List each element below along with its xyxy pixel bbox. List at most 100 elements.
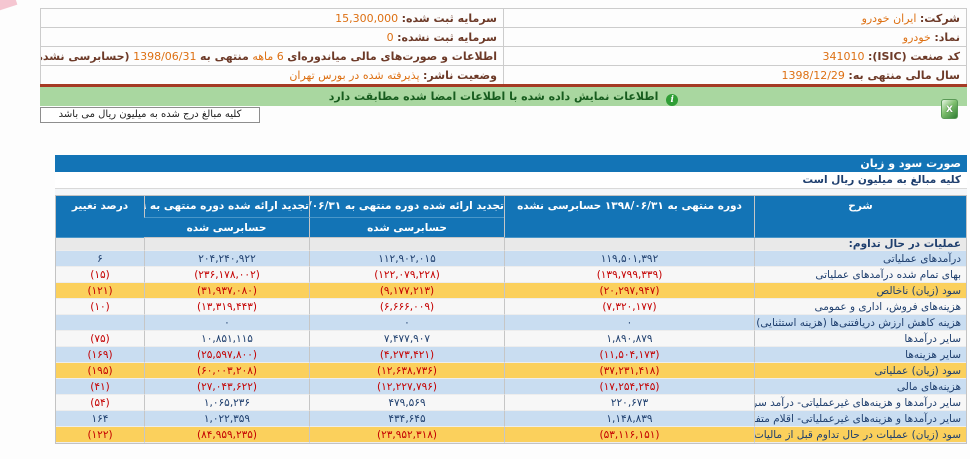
- row-prior-value: ۴۷۹,۵۶۹: [309, 395, 504, 411]
- table-row-receivables-impairment: هزینه کاهش ارزش دریافتنی‌ها (هزینه استثن…: [56, 315, 966, 331]
- report-suffix: (حسابرسی نشده): [40, 49, 130, 63]
- row-current-value: ۱,۱۴۸,۸۳۹: [504, 411, 754, 427]
- info-row-company-capital: شرکت: ایران خودرو سرمایه ثبت شده: 15,300…: [40, 8, 967, 28]
- company-info-table: شرکت: ایران خودرو سرمایه ثبت شده: 15,300…: [40, 8, 967, 85]
- row-percent-change: (۱۵): [56, 267, 144, 283]
- statement-title: صورت سود و زیان: [55, 155, 967, 172]
- row-year-value: ۱,۰۶۵,۲۳۶: [144, 395, 309, 411]
- registered-capital-value: 15,300,000: [335, 11, 399, 25]
- row-current-value: ۱,۸۹۰,۸۷۹: [504, 331, 754, 347]
- header-row-1: شرح دوره منتهی به ۱۳۹۸/۰۶/۳۱ حسابرسی نشد…: [56, 196, 966, 238]
- row-prior-value: (۱۲۲,۰۷۹,۲۲۸): [309, 267, 504, 283]
- col-subheader-audited-2: حسابرسی شده: [144, 218, 309, 238]
- row-prior-value: ۰: [309, 315, 504, 331]
- fiscal-year-label: سال مالی منتهی به:: [848, 68, 960, 82]
- publisher-status-value: پذیرفته شده در بورس تهران: [289, 68, 420, 82]
- row-prior-value: ۷,۴۷۷,۹۰۷: [309, 331, 504, 347]
- table-row-miscellaneous-items: سایر درآمدها و هزینه‌های غیرعملیاتی- اقل…: [56, 411, 966, 427]
- table-row-other-expenses: سایر هزینه‌ها (۱۱,۵۰۴,۱۷۳) (۴,۲۷۳,۴۲۱) (…: [56, 347, 966, 363]
- row-year-value: (۲۵,۵۹۷,۸۰۰): [144, 347, 309, 363]
- symbol-cell: نماد: خودرو: [503, 27, 967, 47]
- row-year-value: (۱۳,۳۱۹,۴۴۳): [144, 299, 309, 315]
- isic-value: 341010: [822, 49, 865, 63]
- row-label: بهای تمام شده درآمدهای عملیاتی: [754, 267, 966, 283]
- row-prior-value: ۴۳۴,۶۴۵: [309, 411, 504, 427]
- row-current-value: (۱۱,۵۰۴,۱۷۳): [504, 347, 754, 363]
- row-label: هزینه کاهش ارزش دریافتنی‌ها (هزینه استثن…: [754, 315, 966, 331]
- row-percent-change: [56, 315, 144, 331]
- table-row-profit-before-tax: سود (زیان) عملیات در حال تداوم قبل از ما…: [56, 427, 966, 443]
- row-current-value: ۲۲۰,۶۷۳: [504, 395, 754, 411]
- row-year-value: ۰: [144, 315, 309, 331]
- table-row-finance-costs: هزینه‌های مالی (۱۷,۲۵۴,۲۴۵) (۱۲,۲۲۷,۷۹۶)…: [56, 379, 966, 395]
- registered-capital-cell: سرمایه ثبت شده: 15,300,000: [40, 8, 504, 28]
- row-current-value: ۱۱۹,۵۰۱,۳۹۲: [504, 251, 754, 267]
- row-current-value: (۳۷,۲۳۱,۴۱۸): [504, 363, 754, 379]
- fiscal-year-cell: سال مالی منتهی به: 1398/12/29: [503, 65, 967, 85]
- section-empty-cell: [144, 238, 309, 251]
- table-row-cost-of-revenue: بهای تمام شده درآمدهای عملیاتی (۱۳۹,۷۹۹,…: [56, 267, 966, 283]
- units-note-button[interactable]: کلیه مبالغ درج شده به میلیون ریال می باش…: [40, 107, 260, 123]
- symbol-value: خودرو: [902, 30, 931, 44]
- row-label: سایر درآمدها و هزینه‌های غیرعملیاتی- اقل…: [754, 411, 966, 427]
- excel-export-icon[interactable]: [941, 99, 958, 119]
- company-label: شرکت:: [919, 11, 960, 25]
- row-percent-change: (۱۲۱): [56, 283, 144, 299]
- row-percent-change: (۱۲۲): [56, 427, 144, 443]
- row-percent-change: ۱۶۴: [56, 411, 144, 427]
- row-current-value: (۱۷,۲۵۴,۲۴۵): [504, 379, 754, 395]
- row-label: هزینه‌های فروش، اداری و عمومی: [754, 299, 966, 315]
- isic-cell: کد صنعت (ISIC): 341010: [503, 46, 967, 66]
- col-subheader-audited-1: حسابرسی شده: [309, 218, 504, 238]
- row-year-value: (۲۳۶,۱۷۸,۰۰۲): [144, 267, 309, 283]
- row-percent-change: (۱۹۵): [56, 363, 144, 379]
- row-percent-change: (۵۴): [56, 395, 144, 411]
- table-row-other-income: سایر درآمدها ۱,۸۹۰,۸۷۹ ۷,۴۷۷,۹۰۷ ۱۰,۸۵۱,…: [56, 331, 966, 347]
- row-label: سود (زیان) عملیاتی: [754, 363, 966, 379]
- report-period: 6 ماهه: [252, 49, 284, 63]
- info-icon: i: [666, 94, 679, 106]
- isic-label: کد صنعت (ISIC):: [867, 49, 960, 63]
- table-row-investment-income: سایر درآمدها و هزینه‌های غیرعملیاتی- درآ…: [56, 395, 966, 411]
- unregistered-capital-value: 0: [386, 30, 394, 44]
- row-prior-value: (۶,۶۶۶,۰۰۹): [309, 299, 504, 315]
- section-empty-cell: [504, 238, 754, 251]
- info-row-isic-report: کد صنعت (ISIC): 341010 اطلاعات و صورت‌ها…: [40, 46, 967, 66]
- header-row-2: حسابرسی شده حسابرسی شده: [56, 218, 966, 238]
- corner-artifact: [0, 0, 18, 11]
- row-percent-change: (۴۱): [56, 379, 144, 395]
- registered-capital-label: سرمایه ثبت شده:: [401, 11, 497, 25]
- company-info-panel: شرکت: ایران خودرو سرمایه ثبت شده: 15,300…: [40, 8, 967, 85]
- row-year-value: (۶۰,۰۰۳,۲۰۸): [144, 363, 309, 379]
- symbol-label: نماد:: [934, 30, 960, 44]
- table-row-operating-profit: سود (زیان) عملیاتی (۳۷,۲۳۱,۴۱۸) (۱۲,۶۳۸,…: [56, 363, 966, 379]
- section-label: عملیات در حال تداوم:: [754, 238, 966, 251]
- income-statement-table: شرح دوره منتهی به ۱۳۹۸/۰۶/۳۱ حسابرسی نشد…: [55, 195, 967, 444]
- row-prior-value: (۹,۱۷۷,۲۱۳): [309, 283, 504, 299]
- col-header-current-period: دوره منتهی به ۱۳۹۸/۰۶/۳۱ حسابرسی نشده: [504, 196, 754, 238]
- unregistered-capital-label: سرمایه ثبت نشده:: [397, 30, 497, 44]
- row-year-value: ۱۰,۸۵۱,۱۱۵: [144, 331, 309, 347]
- row-current-value: ۰: [504, 315, 754, 331]
- row-prior-value: (۲۳,۹۵۲,۳۱۸): [309, 427, 504, 443]
- row-year-value: (۲۷,۰۴۳,۶۲۲): [144, 379, 309, 395]
- table-row-sga-expenses: هزینه‌های فروش، اداری و عمومی (۷,۳۲۰,۱۷۷…: [56, 299, 966, 315]
- publisher-status-cell: وضعیت ناشر: پذیرفته شده در بورس تهران: [40, 65, 504, 85]
- row-current-value: (۵۳,۱۱۶,۱۵۱): [504, 427, 754, 443]
- row-percent-change: ۶: [56, 251, 144, 267]
- row-label: درآمدهای عملیاتی: [754, 251, 966, 267]
- red-divider: [40, 84, 967, 87]
- info-row-symbol-capital: نماد: خودرو سرمایه ثبت نشده: 0: [40, 27, 967, 47]
- section-empty-cell: [56, 238, 144, 251]
- section-row-continuing-operations: عملیات در حال تداوم:: [56, 238, 966, 251]
- row-label: سایر درآمدها: [754, 331, 966, 347]
- row-label: سایر درآمدها و هزینه‌های غیرعملیاتی- درآ…: [754, 395, 966, 411]
- col-header-description: شرح: [754, 196, 966, 238]
- publisher-status-label: وضعیت ناشر:: [423, 68, 497, 82]
- col-header-percent-change: درصد تغییر: [56, 196, 144, 238]
- row-prior-value: (۱۲,۶۳۸,۷۳۶): [309, 363, 504, 379]
- row-year-value: (۳۱,۹۳۷,۰۸۰): [144, 283, 309, 299]
- section-empty-cell: [309, 238, 504, 251]
- row-label: سود (زیان) ناخالص: [754, 283, 966, 299]
